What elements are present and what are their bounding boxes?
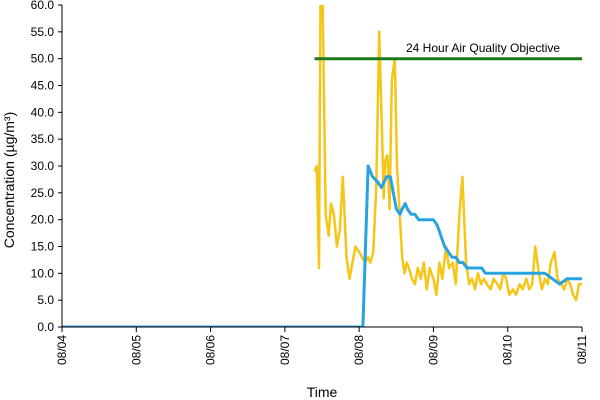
y-ticks: 0.0 5.0 10.0 15.0 20.0 25.0 30.0 35.0 40.0 45.0 50… xyxy=(31,0,62,334)
y-tick-label: 5.0 xyxy=(37,293,54,307)
y-tick-label: 10.0 xyxy=(31,266,55,280)
x-axis-title: Time xyxy=(307,384,338,400)
pm-series-line xyxy=(313,5,582,302)
x-tick-label: 08/10 xyxy=(501,335,515,365)
rolling-average-line xyxy=(62,164,582,327)
x-tick-label: 08/06 xyxy=(204,335,218,365)
x-tick-label: 08/05 xyxy=(129,335,143,365)
y-tick-label: 15.0 xyxy=(31,240,55,254)
x-tick-label: 08/11 xyxy=(575,335,589,364)
objective-annotation: 24 Hour Air Quality Objective xyxy=(406,41,560,55)
y-tick-label: 55.0 xyxy=(31,25,55,39)
y-tick-label: 50.0 xyxy=(31,52,55,66)
y-tick-label: 35.0 xyxy=(31,132,55,146)
y-axis-title: Concentration (µg/m³) xyxy=(1,112,17,248)
x-tick-label: 08/04 xyxy=(55,335,69,365)
y-tick-label: 20.0 xyxy=(31,213,55,227)
x-tick-label: 08/08 xyxy=(352,335,366,365)
y-tick-label: 30.0 xyxy=(31,159,55,173)
y-tick-label: 25.0 xyxy=(31,186,55,200)
y-tick-label: 0.0 xyxy=(37,320,54,334)
y-tick-label: 60.0 xyxy=(31,0,55,12)
series-layer xyxy=(62,5,582,327)
y-tick-label: 40.0 xyxy=(31,105,55,119)
x-tick-label: 08/09 xyxy=(426,335,440,365)
y-tick-label: 45.0 xyxy=(31,79,55,93)
x-tick-label: 08/07 xyxy=(278,335,292,365)
x-ticks: 08/04 08/05 08/06 08/07 08/08 08/09 08/10 08/11 xyxy=(55,327,589,365)
